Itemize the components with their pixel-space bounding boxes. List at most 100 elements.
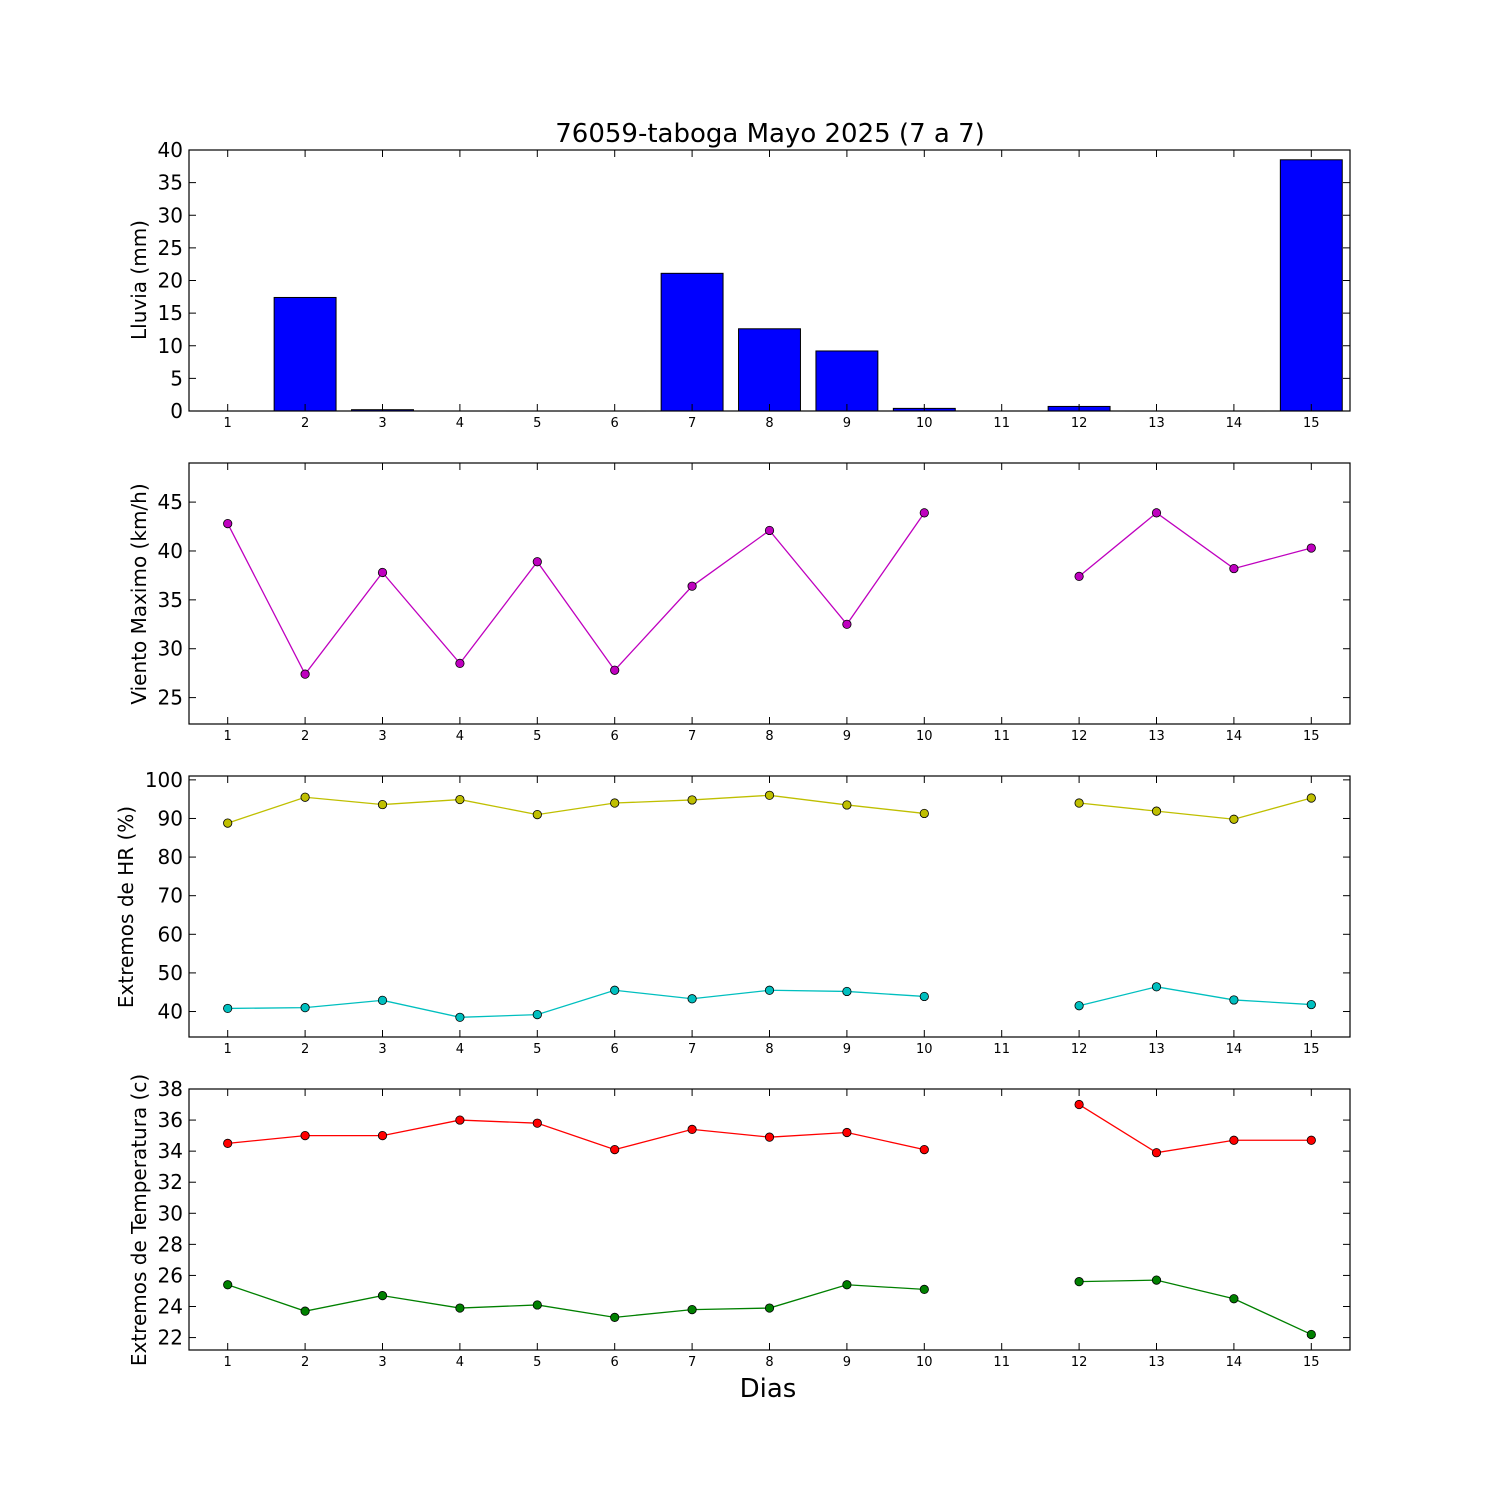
xtick-label-lluvia-14: 14 [1226, 416, 1243, 431]
point-temperatura-1-day-9 [842, 1280, 852, 1290]
xtick-label-viento-5: 5 [533, 729, 541, 744]
xtick-label-temperatura-7: 7 [688, 1355, 696, 1370]
xtick-label-lluvia-4: 4 [456, 416, 464, 431]
point-humedad-1-day-15 [1306, 999, 1316, 1010]
xtick-label-humedad-15: 15 [1303, 1042, 1320, 1057]
point-viento-0-day-9 [842, 619, 852, 629]
xtick-label-lluvia-3: 3 [378, 416, 386, 431]
y-axis-label-viento: Viento Maximo (km/h) [127, 483, 151, 704]
point-temperatura-1-day-8 [764, 1303, 775, 1313]
xtick-label-humedad-14: 14 [1226, 1042, 1243, 1057]
xtick-label-humedad-13: 13 [1148, 1042, 1165, 1057]
point-temperatura-1-day-7 [687, 1305, 697, 1315]
xtick-label-viento-1: 1 [224, 729, 232, 744]
point-temperatura-1-day-12 [1074, 1277, 1084, 1287]
ytick-label-viento-40: 40 [158, 539, 183, 563]
ytick-label-lluvia-30: 30 [158, 203, 183, 227]
point-temperatura-0-day-2 [300, 1131, 310, 1141]
bar-lluvia-day-7 [660, 272, 724, 412]
ytick-label-temperatura-30: 30 [158, 1201, 183, 1225]
xtick-label-lluvia-5: 5 [533, 416, 541, 431]
point-humedad-1-day-4 [455, 1012, 465, 1022]
ytick-label-temperatura-36: 36 [158, 1108, 183, 1132]
point-humedad-1-day-3 [377, 995, 388, 1005]
chart-title: 76059-taboga Mayo 2025 (7 a 7) [555, 119, 985, 149]
point-humedad-1-day-14 [1229, 995, 1239, 1005]
ytick-label-viento-45: 45 [158, 490, 183, 514]
bar-lluvia-day-2 [273, 296, 337, 412]
series-line-temperatura-1-seg-0 [227, 1284, 925, 1319]
point-humedad-1-day-13 [1151, 982, 1162, 992]
point-humedad-1-day-9 [842, 986, 852, 997]
ytick-label-temperatura-26: 26 [158, 1263, 183, 1287]
xtick-label-humedad-7: 7 [688, 1042, 696, 1057]
xtick-label-lluvia-15: 15 [1303, 416, 1320, 431]
point-humedad-1-day-8 [764, 985, 775, 995]
x-axis-label: Dias [740, 1374, 797, 1404]
xtick-label-viento-3: 3 [378, 729, 386, 744]
point-viento-0-day-3 [377, 567, 388, 578]
ytick-label-lluvia-5: 5 [170, 366, 183, 390]
point-viento-0-day-4 [455, 658, 465, 668]
point-temperatura-0-day-10 [919, 1144, 929, 1155]
point-humedad-1-day-12 [1074, 1001, 1084, 1011]
point-humedad-0-day-8 [764, 790, 775, 800]
series-line-humedad-1-seg-1 [1078, 986, 1312, 1007]
ytick-label-lluvia-25: 25 [158, 236, 183, 260]
series-line-temperatura-0-seg-1 [1078, 1103, 1312, 1154]
point-temperatura-0-day-12 [1074, 1099, 1084, 1110]
point-viento-0-day-14 [1229, 563, 1239, 574]
xtick-label-viento-2: 2 [301, 729, 309, 744]
xtick-label-humedad-2: 2 [301, 1042, 309, 1057]
xtick-label-viento-10: 10 [916, 729, 933, 744]
ytick-label-lluvia-20: 20 [158, 269, 183, 293]
point-viento-0-day-5 [532, 557, 542, 567]
point-humedad-0-day-9 [842, 800, 852, 810]
xtick-label-humedad-1: 1 [224, 1042, 232, 1057]
xtick-label-viento-14: 14 [1226, 729, 1243, 744]
point-temperatura-1-day-3 [377, 1291, 388, 1301]
ytick-label-lluvia-40: 40 [158, 138, 183, 162]
xtick-label-viento-13: 13 [1148, 729, 1165, 744]
series-line-temperatura-0-seg-0 [227, 1119, 925, 1151]
point-humedad-1-day-1 [223, 1003, 233, 1014]
xtick-label-temperatura-10: 10 [916, 1355, 933, 1370]
xtick-label-humedad-5: 5 [533, 1042, 541, 1057]
point-humedad-1-day-7 [687, 994, 697, 1004]
bar-lluvia-day-9 [815, 350, 879, 412]
xtick-label-lluvia-7: 7 [688, 416, 696, 431]
xtick-label-viento-9: 9 [843, 729, 851, 744]
ytick-label-humedad-60: 60 [158, 922, 183, 946]
ytick-label-humedad-40: 40 [158, 1000, 183, 1024]
xtick-label-lluvia-1: 1 [224, 416, 232, 431]
xtick-label-lluvia-12: 12 [1071, 416, 1088, 431]
point-temperatura-1-day-4 [455, 1303, 465, 1313]
point-humedad-0-day-5 [532, 810, 542, 820]
xtick-label-temperatura-12: 12 [1071, 1355, 1088, 1370]
point-temperatura-0-day-9 [842, 1127, 852, 1138]
point-viento-0-day-1 [223, 519, 233, 529]
xtick-label-humedad-12: 12 [1071, 1042, 1088, 1057]
series-line-humedad-0-seg-1 [1079, 797, 1312, 820]
series-line-humedad-1-seg-0 [227, 989, 925, 1018]
xtick-label-viento-7: 7 [688, 729, 696, 744]
point-humedad-0-day-6 [610, 798, 620, 808]
ytick-label-viento-35: 35 [158, 588, 183, 612]
point-humedad-1-day-10 [919, 991, 929, 1002]
xtick-label-temperatura-5: 5 [533, 1355, 541, 1370]
ytick-label-temperatura-24: 24 [158, 1295, 183, 1319]
point-humedad-1-day-2 [300, 1003, 310, 1013]
point-temperatura-1-day-5 [532, 1300, 542, 1310]
point-viento-0-day-7 [687, 581, 697, 591]
ytick-label-humedad-70: 70 [158, 884, 183, 908]
point-temperatura-0-day-5 [532, 1118, 542, 1128]
point-viento-0-day-15 [1306, 543, 1316, 553]
point-humedad-1-day-5 [532, 1010, 542, 1020]
point-humedad-0-day-2 [300, 792, 310, 802]
ytick-label-humedad-80: 80 [158, 845, 183, 869]
